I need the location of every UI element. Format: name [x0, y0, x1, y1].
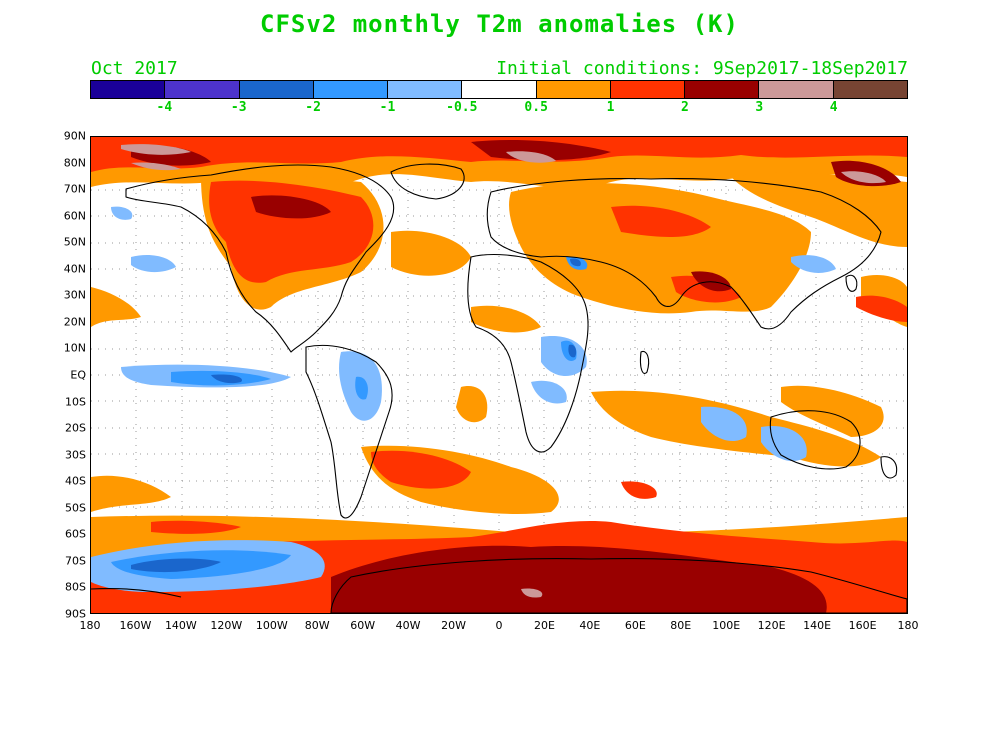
longitude-label: 160W — [119, 619, 152, 632]
longitude-label: 60W — [350, 619, 376, 632]
latitude-label: 80S — [65, 580, 86, 594]
colorbar-label: 3 — [755, 100, 764, 115]
coastlines — [91, 163, 907, 613]
colorbar-swatch — [536, 81, 611, 98]
longitude-label: 180 — [79, 619, 101, 632]
colorbar-swatch — [91, 81, 166, 98]
map-panel — [90, 136, 908, 614]
latitude-label: 20S — [65, 421, 86, 435]
latitude-label: 90S — [65, 607, 86, 621]
initial-conditions-label: Initial conditions: 9Sep2017-18Sep2017 — [496, 58, 908, 79]
colorbar-label: -0.5 — [446, 100, 478, 115]
colorbar-swatch — [685, 81, 760, 98]
colorbar-label: 1 — [606, 100, 615, 115]
colorbar-label: -1 — [379, 100, 396, 115]
longitude-label: 140W — [164, 619, 197, 632]
latitude-label: EQ — [70, 368, 86, 382]
colorbar-swatch — [759, 81, 834, 98]
latitude-label: 70S — [65, 554, 86, 568]
latitude-label: 60N — [63, 209, 86, 223]
longitude-label: 0 — [495, 619, 503, 632]
longitude-label: 60E — [624, 619, 646, 632]
colorbar — [90, 80, 908, 99]
colorbar-swatch — [833, 81, 907, 98]
anomaly-map — [91, 137, 907, 613]
latitude-label: 70N — [63, 182, 86, 196]
target-month-label: Oct 2017 — [91, 58, 178, 79]
longitude-label: 120W — [210, 619, 243, 632]
latitude-label: 50N — [63, 235, 86, 249]
colorbar-label: -3 — [230, 100, 247, 115]
longitude-label: 180 — [897, 619, 919, 632]
longitude-label: 20E — [533, 619, 555, 632]
colorbar-swatch — [462, 81, 537, 98]
latitude-label: 10S — [65, 395, 86, 409]
chart-title: CFSv2 monthly T2m anomalies (K) — [260, 10, 739, 38]
longitude-label: 140E — [803, 619, 832, 632]
latitude-label: 40N — [63, 262, 86, 276]
longitude-label: 80W — [304, 619, 330, 632]
colorbar-swatch — [388, 81, 463, 98]
longitude-label: 40E — [579, 619, 601, 632]
cold-anomaly-strong — [131, 258, 581, 573]
longitude-label: 100E — [712, 619, 741, 632]
latitude-label: 90N — [63, 129, 86, 143]
latitude-label: 20N — [63, 315, 86, 329]
longitude-label: 100W — [255, 619, 288, 632]
warm-anomaly-extreme — [121, 144, 886, 598]
colorbar-swatch — [239, 81, 314, 98]
colorbar-swatch — [165, 81, 240, 98]
latitude-label: 80N — [63, 156, 86, 170]
latitude-label: 30N — [63, 288, 86, 302]
colorbar-label: 0.5 — [524, 100, 548, 115]
longitude-label: 160E — [848, 619, 877, 632]
colorbar-swatch — [610, 81, 686, 98]
longitude-label: 40W — [395, 619, 421, 632]
colorbar-label: -2 — [305, 100, 321, 115]
longitude-label: 80E — [670, 619, 692, 632]
colorbar-label: 4 — [829, 100, 838, 115]
latitude-label: 40S — [65, 474, 86, 488]
latitude-label: 30S — [65, 448, 86, 462]
latitude-label: 60S — [65, 527, 86, 541]
colorbar-swatch — [313, 81, 389, 98]
longitude-label: 20W — [441, 619, 466, 632]
colorbar-label: -4 — [156, 100, 173, 115]
colorbar-label: 2 — [680, 100, 689, 115]
latitude-label: 10N — [63, 341, 86, 355]
latitude-label: 50S — [65, 501, 86, 515]
longitude-label: 120E — [757, 619, 786, 632]
